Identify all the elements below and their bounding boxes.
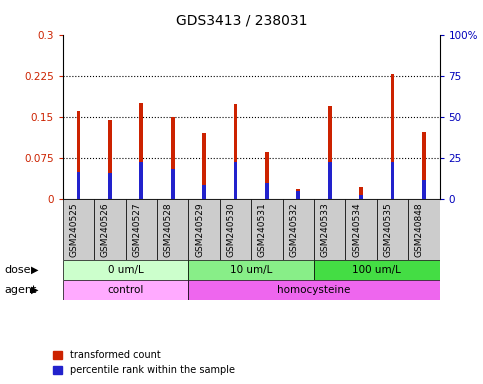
Bar	[63, 280, 188, 300]
Text: control: control	[107, 285, 144, 295]
Text: GSM240526: GSM240526	[101, 202, 110, 257]
Text: agent: agent	[5, 285, 37, 295]
Text: ▶: ▶	[31, 265, 39, 275]
Bar	[314, 260, 440, 280]
Bar	[422, 132, 426, 199]
Bar	[77, 172, 80, 199]
Bar	[422, 180, 426, 199]
Bar	[171, 117, 174, 199]
Bar	[251, 199, 283, 260]
Bar	[63, 260, 188, 280]
Text: homocysteine: homocysteine	[277, 285, 351, 295]
Bar	[283, 199, 314, 260]
Text: ▶: ▶	[31, 285, 39, 295]
Text: GDS3413 / 238031: GDS3413 / 238031	[176, 13, 307, 27]
Bar	[297, 191, 300, 199]
Bar	[234, 162, 237, 199]
Bar	[314, 199, 345, 260]
Bar	[140, 162, 143, 199]
Text: GSM240530: GSM240530	[227, 202, 236, 257]
Bar	[220, 199, 251, 260]
Text: GSM240525: GSM240525	[70, 202, 78, 257]
Text: dose: dose	[5, 265, 31, 275]
Bar	[377, 199, 408, 260]
Bar	[108, 119, 112, 199]
Text: 0 um/L: 0 um/L	[108, 265, 143, 275]
Text: GSM240527: GSM240527	[132, 202, 142, 257]
Text: GSM240535: GSM240535	[384, 202, 393, 257]
Text: GSM240532: GSM240532	[289, 202, 298, 257]
Bar	[140, 103, 143, 199]
Bar	[234, 104, 237, 199]
Bar	[202, 185, 206, 199]
Bar	[126, 199, 157, 260]
Bar	[188, 260, 314, 280]
Bar	[391, 162, 394, 199]
Bar	[391, 74, 394, 199]
Bar	[297, 189, 300, 199]
Bar	[359, 187, 363, 199]
Bar	[345, 199, 377, 260]
Bar	[265, 182, 269, 199]
Text: GSM240531: GSM240531	[258, 202, 267, 257]
Bar	[265, 152, 269, 199]
Bar	[188, 199, 220, 260]
Bar	[359, 195, 363, 199]
Bar	[188, 280, 440, 300]
Bar	[108, 173, 112, 199]
Text: GSM240848: GSM240848	[415, 202, 424, 257]
Bar	[328, 106, 331, 199]
Bar	[94, 199, 126, 260]
Bar	[157, 199, 188, 260]
Bar	[171, 169, 174, 199]
Text: 10 um/L: 10 um/L	[230, 265, 272, 275]
Text: GSM240529: GSM240529	[195, 202, 204, 257]
Bar	[77, 111, 80, 199]
Text: 100 um/L: 100 um/L	[352, 265, 401, 275]
Text: GSM240528: GSM240528	[164, 202, 173, 257]
Text: GSM240533: GSM240533	[321, 202, 329, 257]
Legend: transformed count, percentile rank within the sample: transformed count, percentile rank withi…	[53, 351, 235, 375]
Bar	[328, 162, 331, 199]
Bar	[408, 199, 440, 260]
Text: GSM240534: GSM240534	[352, 202, 361, 257]
Bar	[63, 199, 94, 260]
Bar	[202, 133, 206, 199]
